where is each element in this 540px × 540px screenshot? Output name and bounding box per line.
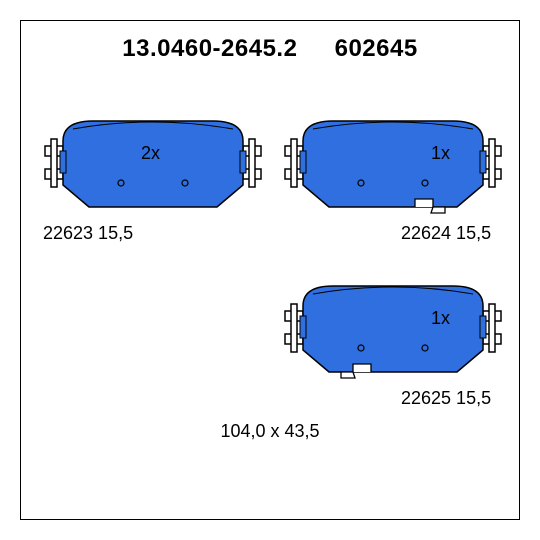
brake-pad-3: 1x [283,276,503,381]
pad-2-caption: 22624 15,5 [401,223,491,244]
pad-3-qty-label: 1x [431,308,450,329]
diagram-frame: 13.0460-2645.2 602645 [20,20,520,520]
pad-2-qty-label: 1x [431,143,450,164]
pad-3-caption: 22625 15,5 [401,388,491,409]
pad-1-caption: 22623 15,5 [43,223,133,244]
dimensions-label: 104,0 x 43,5 [21,421,519,442]
header: 13.0460-2645.2 602645 [21,21,519,63]
brake-pad-1: 2x [43,111,263,216]
pad-1-qty-label: 2x [141,143,160,164]
brake-pad-2-svg [283,111,503,216]
part-number-primary: 13.0460-2645.2 [122,35,297,62]
brake-pad-2: 1x [283,111,503,216]
brake-pad-3-svg [283,276,503,381]
part-number-secondary: 602645 [335,35,418,62]
